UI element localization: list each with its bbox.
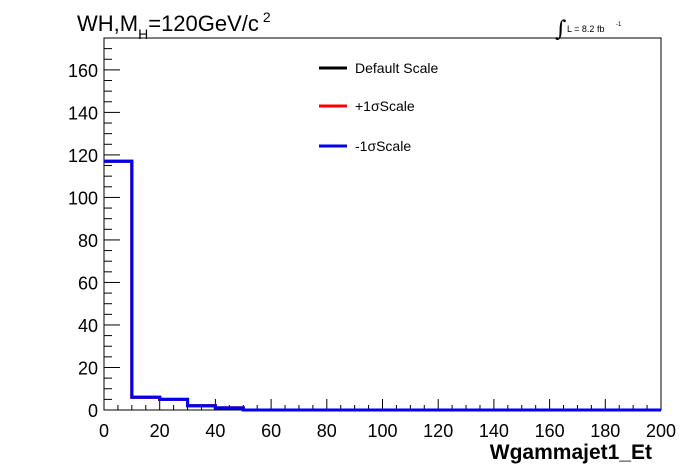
- x-tick-label: 60: [261, 421, 281, 441]
- plot-frame: [103, 37, 662, 411]
- x-tick-label: 160: [535, 421, 565, 441]
- legend-label-minus1sigma: -1σScale: [355, 138, 411, 154]
- y-tick-label: 40: [78, 316, 98, 336]
- x-tick-label: 20: [150, 421, 170, 441]
- y-tick-label: 80: [78, 231, 98, 251]
- y-tick-label: 160: [68, 61, 98, 81]
- title-suffix: =120GeV/c: [148, 11, 259, 36]
- legend-label-plus1sigma: +1σScale: [355, 98, 415, 114]
- title-superscript: 2: [263, 9, 271, 25]
- x-axis-label: Wgammajet1_Et: [490, 441, 652, 464]
- x-tick-label: 80: [317, 421, 337, 441]
- integral-symbol: ∫: [555, 17, 567, 42]
- title-prefix: WH,M: [77, 11, 138, 36]
- y-tick-label: 140: [68, 103, 98, 123]
- y-tick-label: 120: [68, 146, 98, 166]
- histogram-series-0: [104, 159, 661, 412]
- x-tick-label: 40: [205, 421, 225, 441]
- luminosity-label: ∫ L = 8.2 fb -1: [555, 17, 622, 42]
- series-layer: [104, 159, 661, 412]
- x-tick-label: 0: [99, 421, 109, 441]
- x-axis: 0 20 40 60 80 100 120 140 160 180 200: [99, 399, 676, 441]
- lumi-text: L = 8.2 fb: [567, 24, 604, 34]
- y-tick-label: 60: [78, 273, 98, 293]
- x-tick-label: 120: [423, 421, 453, 441]
- chart-title: WH,MH=120GeV/c 2: [77, 9, 271, 42]
- y-tick-label: 100: [68, 188, 98, 208]
- x-tick-label: 180: [590, 421, 620, 441]
- legend-label-default: Default Scale: [355, 60, 438, 76]
- x-tick-label: 200: [646, 421, 676, 441]
- x-tick-label: 140: [479, 421, 509, 441]
- y-tick-label: 20: [78, 358, 98, 378]
- x-tick-label: 100: [367, 421, 397, 441]
- histogram-series-2: [104, 159, 661, 412]
- lumi-exponent: -1: [616, 22, 622, 28]
- y-axis: 0 20 40 60 80 100 120 140 160: [68, 37, 120, 421]
- title-subscript: H: [138, 26, 148, 42]
- legend: Default Scale +1σScale -1σScale: [319, 60, 438, 154]
- histogram-series-1: [104, 159, 661, 412]
- y-tick-label: 0: [88, 401, 98, 421]
